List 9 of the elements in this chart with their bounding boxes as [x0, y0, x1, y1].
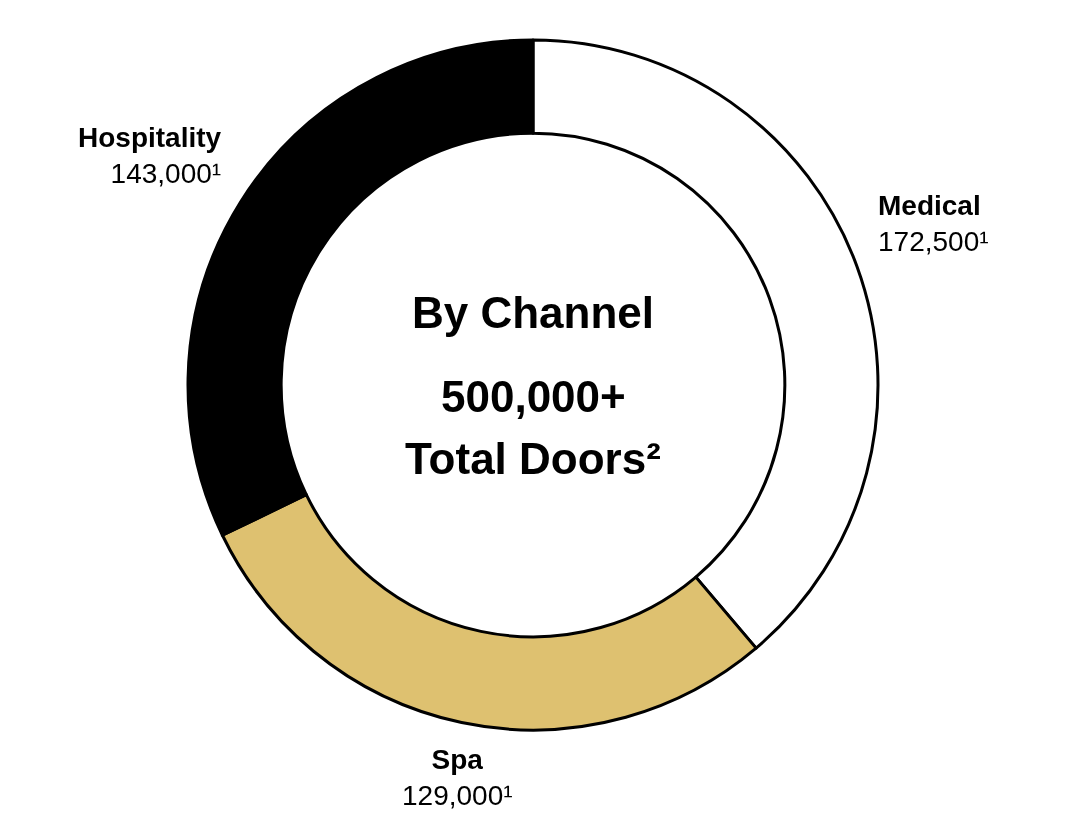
text: Total Doors²	[405, 434, 661, 483]
slice-label: Medical	[878, 190, 981, 221]
data-label: 143,000¹	[110, 158, 222, 190]
text: 500,000+	[441, 372, 626, 421]
slice-label: Spa	[431, 744, 484, 775]
data-label: 172,500¹	[878, 226, 989, 258]
data-label: 129,000¹	[402, 780, 513, 812]
text: By Channel	[412, 288, 655, 337]
slice-label: Hospitality	[78, 122, 222, 153]
